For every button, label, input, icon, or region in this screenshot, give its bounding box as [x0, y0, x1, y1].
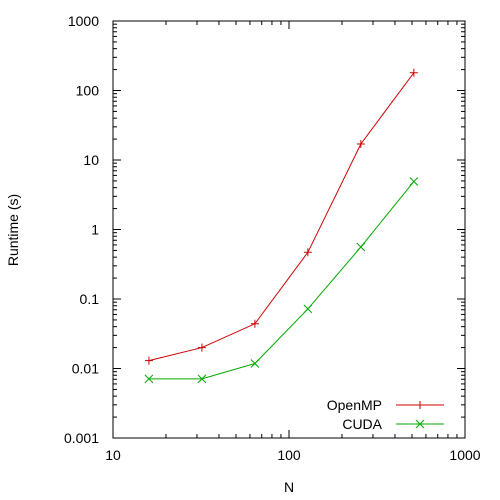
y-tick-label: 0.001 [64, 430, 99, 446]
cuda-data-point [250, 359, 260, 368]
series-layer [144, 68, 419, 384]
cuda-legend-marker [415, 419, 425, 429]
openmp-legend-marker [416, 401, 424, 409]
openmp-data-point [144, 356, 153, 365]
y-tick-label: 1000 [68, 13, 99, 29]
cuda-data-point [144, 374, 154, 384]
y-tick-label: 0.01 [72, 361, 99, 377]
y-tick-label: 0.1 [80, 291, 100, 307]
cuda-data-point [197, 374, 207, 384]
cuda-series-line [148, 181, 415, 380]
y-tick-label: 10 [83, 152, 99, 168]
x-tick-label: 1000 [449, 447, 480, 463]
x-tick-label: 10 [105, 447, 121, 463]
openmp-data-point [250, 319, 259, 328]
openmp-data-point [356, 139, 365, 148]
legend: OpenMP CUDA [327, 397, 444, 432]
x-tick-label: 100 [277, 447, 301, 463]
x-axis: 10 100 1000 [105, 21, 481, 463]
cuda-data-point [409, 177, 419, 186]
y-tick-label: 1 [91, 222, 99, 238]
cuda-data-point [303, 304, 313, 314]
cuda-data-point [356, 242, 366, 252]
y-axis-label: Runtime (s) [5, 194, 21, 266]
openmp-series-line [148, 72, 415, 362]
x-axis-label: N [284, 479, 294, 495]
openmp-legend-label: OpenMP [327, 397, 382, 413]
y-tick-label: 100 [76, 83, 100, 99]
openmp-data-point [303, 248, 312, 257]
openmp-data-point [197, 343, 206, 352]
openmp-data-point [409, 68, 418, 77]
plot-frame [112, 20, 466, 439]
y-axis: 0.001 0.01 0.1 1 10 100 1000 [64, 13, 465, 446]
cuda-legend-label: CUDA [342, 416, 382, 432]
